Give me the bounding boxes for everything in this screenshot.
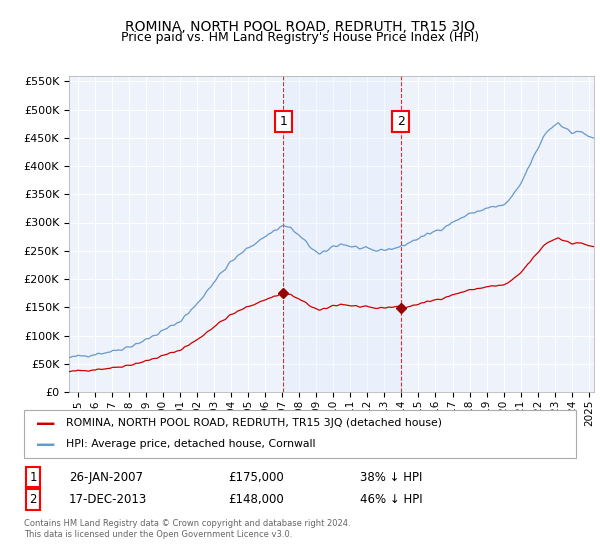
- Text: 2: 2: [397, 115, 404, 128]
- Text: 46% ↓ HPI: 46% ↓ HPI: [360, 493, 422, 506]
- Bar: [283, 76, 401, 392]
- Text: —: —: [36, 435, 55, 454]
- Text: —: —: [36, 414, 55, 433]
- Text: Contains HM Land Registry data © Crown copyright and database right 2024.
This d: Contains HM Land Registry data © Crown c…: [24, 520, 350, 539]
- Text: ROMINA, NORTH POOL ROAD, REDRUTH, TR15 3JQ (detached house): ROMINA, NORTH POOL ROAD, REDRUTH, TR15 3…: [66, 418, 442, 428]
- Text: 17-DEC-2013: 17-DEC-2013: [69, 493, 147, 506]
- Text: ROMINA, NORTH POOL ROAD, REDRUTH, TR15 3JQ: ROMINA, NORTH POOL ROAD, REDRUTH, TR15 3…: [125, 20, 475, 34]
- Text: 38% ↓ HPI: 38% ↓ HPI: [360, 470, 422, 484]
- Text: Price paid vs. HM Land Registry's House Price Index (HPI): Price paid vs. HM Land Registry's House …: [121, 31, 479, 44]
- Text: 1: 1: [29, 470, 37, 484]
- Text: 2: 2: [29, 493, 37, 506]
- Text: 26-JAN-2007: 26-JAN-2007: [69, 470, 143, 484]
- Text: HPI: Average price, detached house, Cornwall: HPI: Average price, detached house, Corn…: [66, 439, 316, 449]
- Text: £148,000: £148,000: [228, 493, 284, 506]
- Text: £175,000: £175,000: [228, 470, 284, 484]
- Text: 1: 1: [280, 115, 287, 128]
